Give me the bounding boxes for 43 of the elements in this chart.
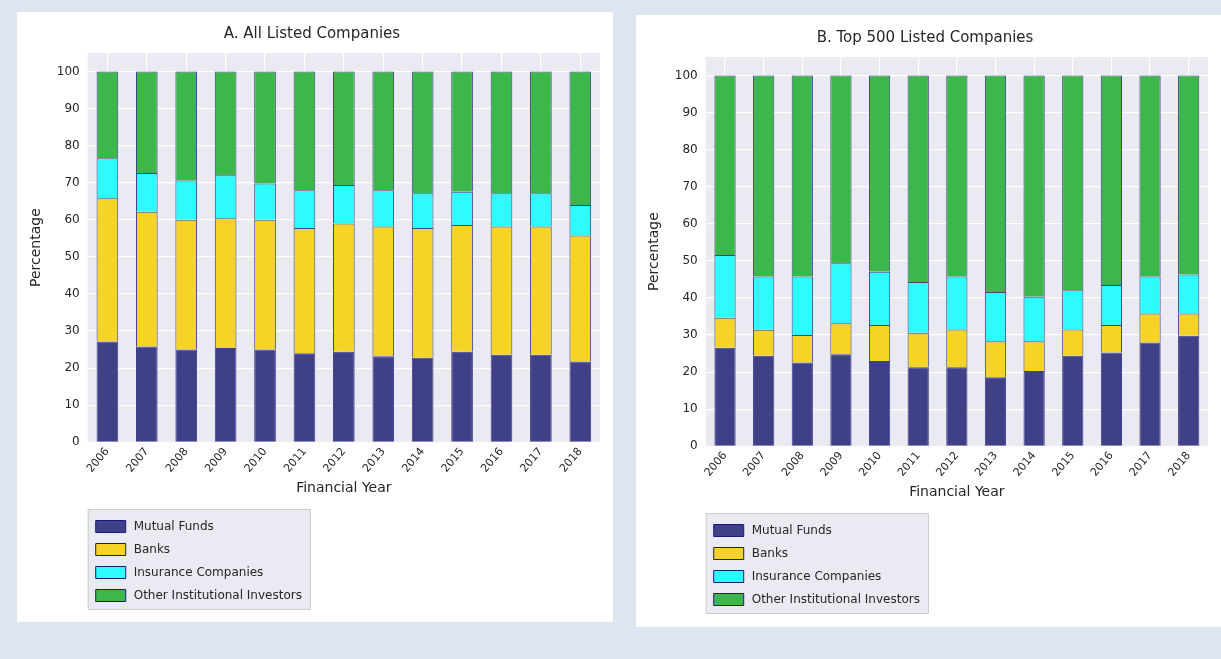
bar xyxy=(530,354,552,442)
legend-label: Mutual Funds xyxy=(133,518,214,533)
y-tick-label: 30 xyxy=(682,327,698,342)
y-tick-label: 20 xyxy=(64,360,80,375)
y-tick-label: 20 xyxy=(682,364,698,379)
y-tick-label: 40 xyxy=(64,286,80,301)
y-tick-label: 60 xyxy=(64,211,80,226)
y-tick-label: 80 xyxy=(64,137,80,152)
bar xyxy=(830,354,852,446)
x-axis-title: Financial Year xyxy=(909,483,1005,500)
chart-title: B. Top 500 Listed Companies xyxy=(816,27,1034,46)
y-tick-label: 50 xyxy=(64,249,80,264)
y-tick-label: 30 xyxy=(64,323,80,338)
y-tick-label: 90 xyxy=(682,104,698,119)
bar xyxy=(333,351,355,442)
bar xyxy=(1139,342,1161,446)
y-tick-label: 100 xyxy=(56,63,80,78)
legend-label: Mutual Funds xyxy=(751,522,832,537)
bar xyxy=(714,347,736,446)
x-axis-title: Financial Year xyxy=(296,479,392,496)
bar xyxy=(451,351,473,442)
y-tick-label: 100 xyxy=(674,67,698,82)
legend-label: Banks xyxy=(133,541,171,556)
y-axis-title: Percentage xyxy=(27,208,44,288)
legend-label: Insurance Companies xyxy=(133,564,264,579)
y-tick-label: 0 xyxy=(690,438,698,453)
y-tick-label: 60 xyxy=(682,215,698,230)
y-tick-label: 70 xyxy=(64,174,80,189)
legend-label: Banks xyxy=(751,545,789,560)
y-tick-label: 10 xyxy=(682,401,698,416)
y-tick-label: 10 xyxy=(64,397,80,412)
y-tick-label: 40 xyxy=(682,290,698,305)
legend-label: Insurance Companies xyxy=(751,568,882,583)
y-tick-label: 80 xyxy=(682,141,698,156)
legend-label: Other Institutional Investors xyxy=(133,587,302,602)
y-axis-title: Percentage xyxy=(645,212,662,292)
y-tick-label: 50 xyxy=(682,253,698,268)
y-tick-label: 70 xyxy=(682,178,698,193)
chart-title: A. All Listed Companies xyxy=(223,23,401,42)
y-tick-label: 90 xyxy=(64,100,80,115)
bar xyxy=(254,349,276,442)
y-tick-label: 0 xyxy=(72,434,80,449)
legend-label: Other Institutional Investors xyxy=(751,591,920,606)
